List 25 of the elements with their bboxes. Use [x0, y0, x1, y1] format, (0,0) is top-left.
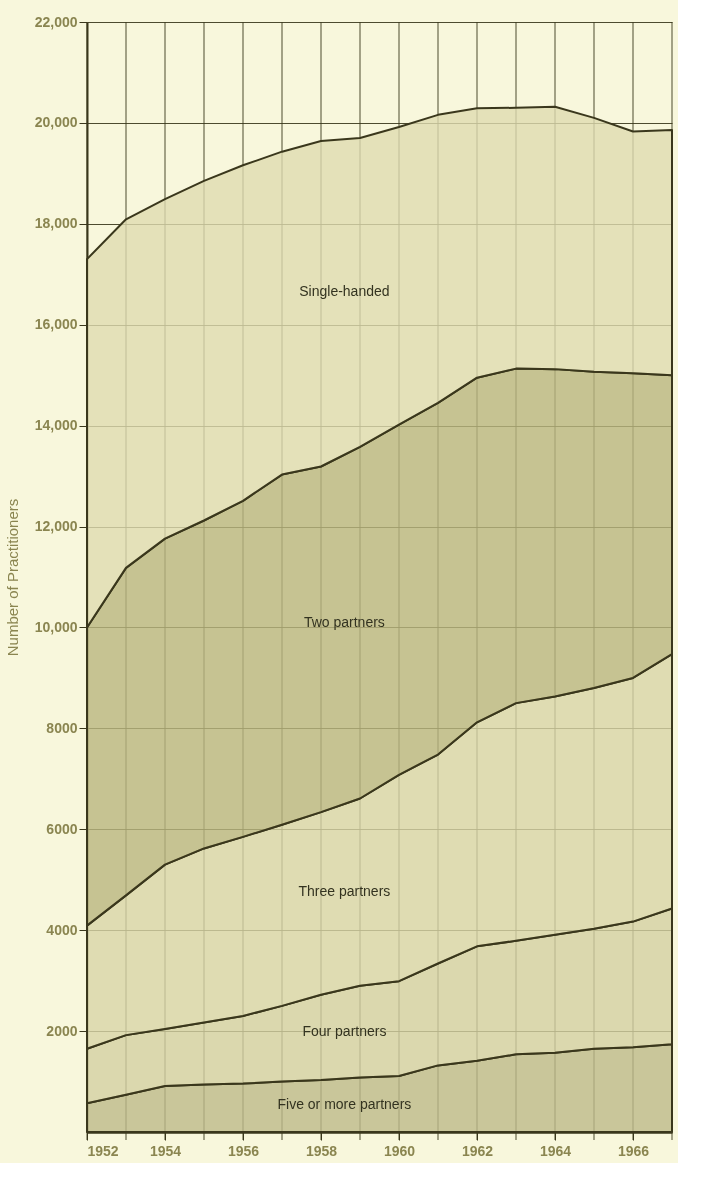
x-tick-label: 1966 [617, 1142, 650, 1159]
x-tick-label: 1958 [305, 1142, 338, 1159]
x-tick-label: 1956 [227, 1142, 260, 1159]
y-tick-label: 4000 [46, 921, 78, 938]
x-tick-label: 1960 [383, 1142, 416, 1159]
y-tick-label: 6000 [46, 820, 78, 837]
y-tick-label: 16,000 [34, 316, 78, 333]
series-label: Three partners [298, 883, 391, 900]
y-tick-label: 12,000 [34, 518, 78, 535]
y-tick-label: 2000 [46, 1022, 78, 1039]
y-axis-title: Number of Practitioners [3, 498, 21, 657]
x-tick-label: 1964 [539, 1142, 572, 1159]
x-tick-label: 1962 [461, 1142, 494, 1159]
y-tick-label: 14,000 [34, 417, 78, 434]
y-tick-label: 8000 [46, 719, 78, 736]
series-label: Five or more partners [277, 1095, 412, 1112]
series-label: Four partners [302, 1022, 387, 1039]
y-tick-label: 18,000 [34, 215, 78, 232]
series-label: Two partners [303, 613, 385, 630]
y-tick-label: 22,000 [34, 13, 78, 30]
series-label: Single-handed [299, 283, 390, 300]
x-tick-label: 1954 [149, 1142, 182, 1159]
y-tick-label: 20,000 [34, 114, 78, 131]
y-tick-label: 10,000 [34, 618, 78, 635]
x-tick-label: 1952 [87, 1142, 119, 1159]
